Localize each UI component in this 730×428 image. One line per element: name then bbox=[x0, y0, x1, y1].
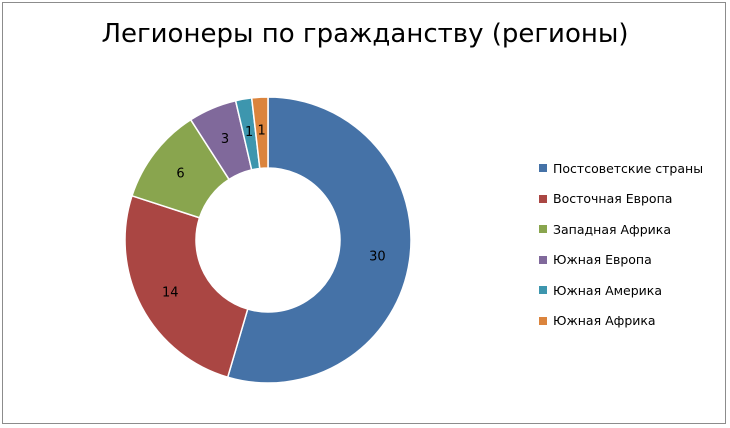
data-label-2: 14 bbox=[162, 286, 179, 301]
legend-label: Постсоветские страны bbox=[553, 160, 704, 176]
legend-swatch bbox=[539, 225, 547, 234]
data-label-4: 3 bbox=[221, 132, 229, 147]
data-labels-group: 30 14 6 3 1 1 bbox=[162, 124, 386, 301]
legend-item: Восточная Европа bbox=[539, 184, 724, 215]
data-label-6: 1 bbox=[258, 124, 266, 139]
legend-swatch bbox=[539, 194, 547, 203]
legend-item: Постсоветские страны bbox=[539, 153, 724, 184]
chart-title: Легионеры по гражданству (регионы) bbox=[101, 19, 629, 49]
legend-item: Южная Европа bbox=[539, 245, 724, 276]
legend-label: Западная Африка bbox=[553, 221, 671, 237]
doughnut-chart: 30 14 6 3 1 1 bbox=[124, 96, 412, 384]
data-label-1: 30 bbox=[369, 250, 386, 265]
legend-label: Южная Америка bbox=[553, 282, 663, 298]
slice-1 bbox=[226, 96, 412, 384]
slices-group bbox=[124, 96, 412, 384]
slice-2 bbox=[124, 194, 249, 379]
legend-swatch bbox=[539, 316, 547, 325]
legend-swatch bbox=[539, 164, 547, 173]
legend-item: Южная Америка bbox=[539, 275, 724, 306]
legend-label: Южная Африка bbox=[553, 313, 656, 329]
legend: Постсоветские страны Восточная Европа Запа… bbox=[539, 153, 724, 336]
legend-item: Южная Африка bbox=[539, 306, 724, 337]
legend-swatch bbox=[539, 255, 547, 264]
slice-6 bbox=[250, 96, 269, 170]
data-label-3: 6 bbox=[176, 167, 184, 182]
legend-swatch bbox=[539, 286, 547, 295]
legend-item: Западная Африка bbox=[539, 214, 724, 245]
legend-label: Восточная Европа bbox=[553, 191, 673, 207]
chart-area: Легионеры по гражданству (регионы) 30 14 6… bbox=[2, 2, 726, 424]
legend-label: Южная Европа bbox=[553, 252, 652, 268]
data-label-5: 1 bbox=[245, 125, 253, 140]
